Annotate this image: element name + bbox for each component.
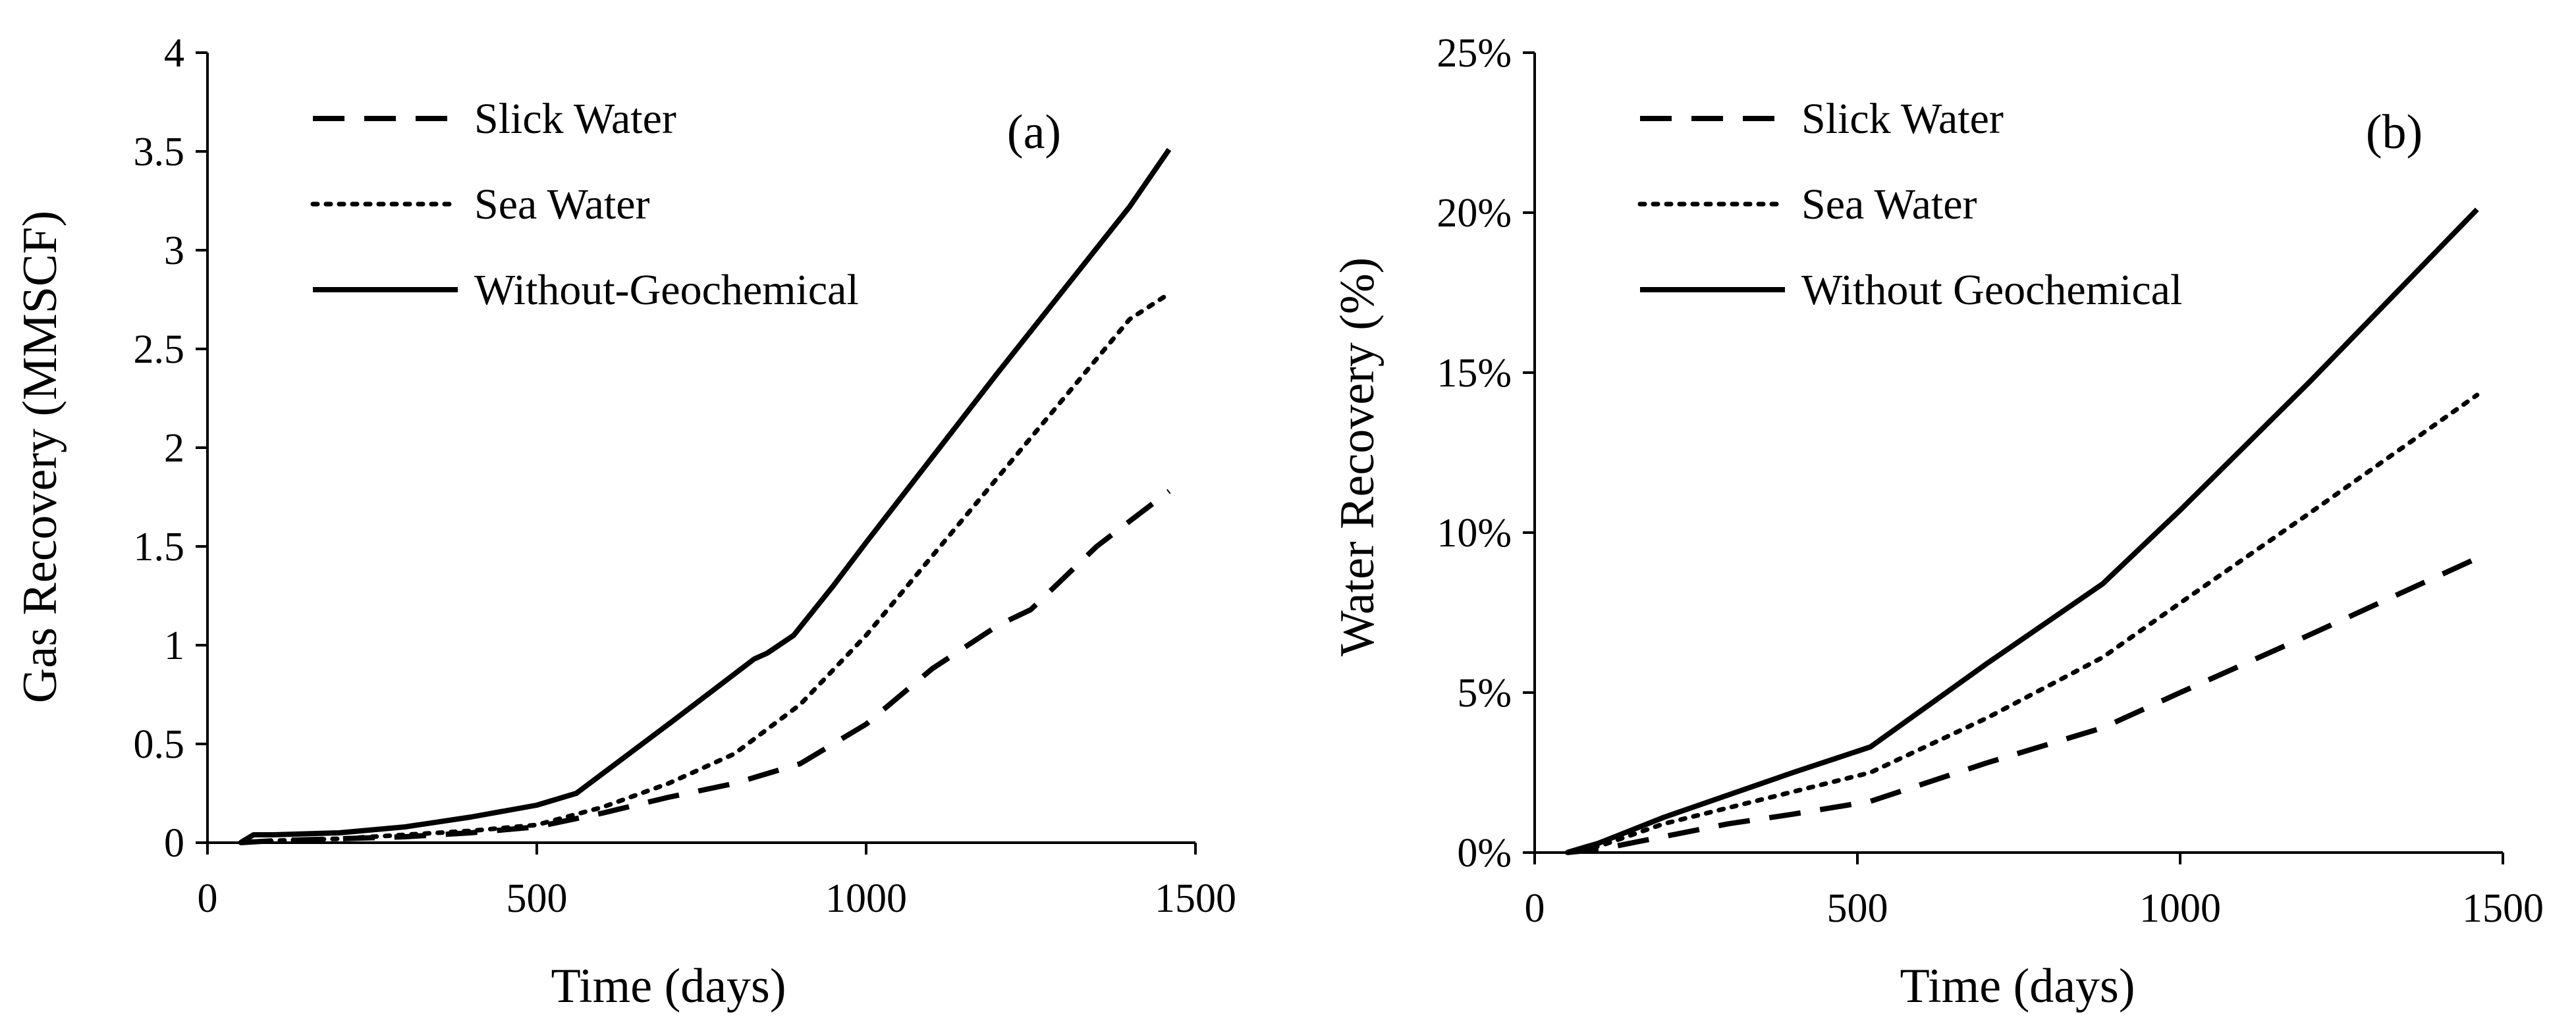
series-line-without-geochemical <box>1566 207 2479 855</box>
y-tick-label: 3 <box>164 228 184 273</box>
y-axis-label: Gas Recovery (MMSCF) <box>13 211 67 703</box>
x-axis-label: Time (days) <box>1900 959 2135 1013</box>
x-tick-label: 500 <box>507 876 568 921</box>
legend-label: Sea Water <box>474 180 650 228</box>
y-tick-label: 20% <box>1437 191 1512 236</box>
x-tick-label: 500 <box>1827 886 1888 931</box>
y-tick-label: 10% <box>1437 511 1512 556</box>
legend-label: Sea Water <box>1801 180 1977 228</box>
y-tick-label: 4 <box>164 31 184 76</box>
series-line-sea-water <box>1564 392 2480 855</box>
x-tick-label: 1500 <box>2462 886 2544 931</box>
x-tick-label: 0 <box>198 876 218 921</box>
y-tick-label: 2.5 <box>134 327 185 372</box>
x-tick-label: 0 <box>1525 886 1545 931</box>
series-line-without-geochemical <box>238 147 1172 845</box>
chart-gas-recovery: 0 0.5 1 1.5 2 2.5 3 3.5 4 0 500 1000 1500 Slick Wate… <box>13 31 1236 1013</box>
y-tick-label: 0 <box>164 821 184 866</box>
y-tick-label: 2 <box>164 426 184 471</box>
x-tick-label: 1500 <box>1155 876 1236 921</box>
legend-label: Slick Water <box>474 95 676 143</box>
series-line-slick-water <box>240 488 1171 845</box>
y-tick-label: 0.5 <box>134 722 185 767</box>
legend-label: Slick Water <box>1801 95 2004 143</box>
series-line-slick-water <box>1566 556 2479 855</box>
x-axis-label: Time (days) <box>551 959 786 1013</box>
y-axis-label: Water Recovery (%) <box>1330 257 1384 656</box>
y-tick-label: 1.5 <box>134 525 185 569</box>
x-tick-label: 1000 <box>825 876 907 921</box>
chart-water-recovery: 0% 5% 10% 15% 20% 25% 0 500 1000 1500 Slick Water… <box>1330 31 2544 1013</box>
x-tick-label: 1000 <box>2139 886 2221 931</box>
panel-label: (a) <box>1007 105 1061 159</box>
y-tick-label: 0% <box>1457 831 1512 876</box>
legend-label: Without-Geochemical <box>474 266 859 314</box>
y-tick-label: 1 <box>164 623 184 668</box>
y-tick-label: 5% <box>1457 671 1512 716</box>
y-tick-label: 3.5 <box>134 130 185 174</box>
y-tick-label: 15% <box>1437 351 1512 396</box>
panel-label: (b) <box>2366 105 2423 159</box>
y-tick-label: 25% <box>1437 31 1512 76</box>
series-line-sea-water <box>238 291 1172 845</box>
legend-label: Without Geochemical <box>1801 266 2182 314</box>
